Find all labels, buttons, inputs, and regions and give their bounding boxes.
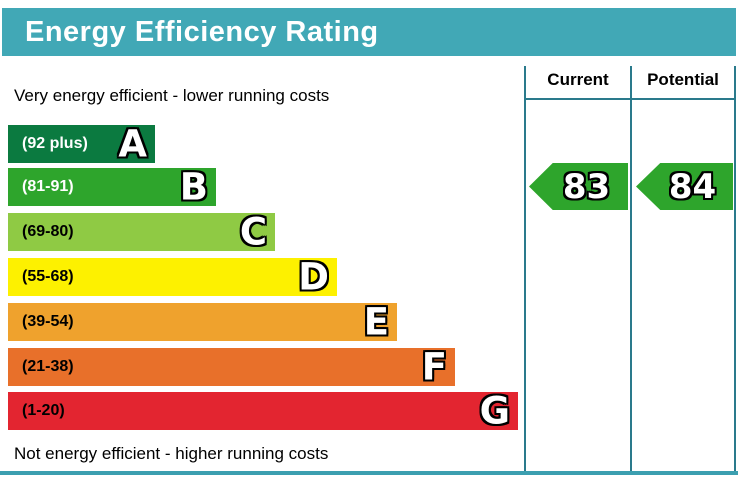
table-divider-middle [630, 66, 632, 475]
current-rating-arrow: 83 [529, 163, 628, 210]
band-d: (55-68) D [8, 258, 337, 296]
chart-title-bar: Energy Efficiency Rating [2, 8, 736, 56]
band-range-label: (55-68) [22, 268, 74, 285]
potential-rating-value: 84 [668, 166, 717, 207]
band-letter: G [479, 389, 510, 433]
band-letter: F [421, 345, 447, 389]
band-f: (21-38) F [8, 348, 455, 386]
current-column-header: Current [547, 70, 609, 89]
band-g: (1-20) G [8, 392, 518, 430]
band-a: (92 plus) A [8, 125, 155, 163]
band-c: (69-80) C [8, 213, 275, 251]
chart-title: Energy Efficiency Rating [25, 15, 379, 48]
band-e: (39-54) E [8, 303, 397, 341]
band-range-label: (81-91) [22, 178, 74, 195]
band-letter: D [298, 255, 329, 299]
band-letter: A [118, 122, 147, 166]
band-range-label: (69-80) [22, 223, 74, 240]
top-note: Very energy efficient - lower running co… [14, 86, 330, 105]
band-letter: E [363, 300, 389, 344]
band-b: (81-91) B [8, 168, 216, 206]
band-range-label: (21-38) [22, 358, 74, 375]
bottom-note: Not energy efficient - higher running co… [14, 444, 329, 463]
column-header-underline [524, 98, 736, 100]
band-range-label: (92 plus) [22, 135, 88, 152]
band-letter: B [179, 165, 208, 209]
table-divider-right [734, 66, 736, 475]
potential-column-header: Potential [647, 70, 719, 89]
current-rating-value: 83 [562, 166, 611, 207]
band-range-label: (1-20) [22, 402, 65, 419]
chart-bottom-rule [0, 471, 738, 475]
table-divider-left [524, 66, 526, 475]
potential-rating-arrow: 84 [636, 163, 733, 210]
band-letter: C [239, 210, 267, 254]
band-range-label: (39-54) [22, 313, 74, 330]
